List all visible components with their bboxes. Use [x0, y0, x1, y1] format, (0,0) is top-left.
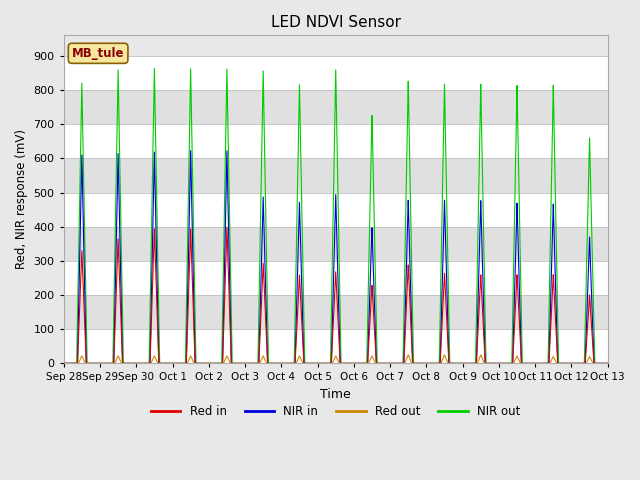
Bar [64, 56, 608, 90]
Bar [64, 36, 608, 56]
Bar [64, 90, 608, 124]
Title: LED NDVI Sensor: LED NDVI Sensor [271, 15, 401, 30]
Bar [64, 329, 608, 363]
Bar [64, 227, 608, 261]
Text: MB_tule: MB_tule [72, 47, 124, 60]
Bar [64, 158, 608, 192]
Bar [64, 295, 608, 329]
Y-axis label: Red, NIR response (mV): Red, NIR response (mV) [15, 129, 28, 269]
Bar [64, 192, 608, 227]
Legend: Red in, NIR in, Red out, NIR out: Red in, NIR in, Red out, NIR out [146, 401, 525, 423]
X-axis label: Time: Time [321, 388, 351, 401]
Bar [64, 124, 608, 158]
Bar [64, 261, 608, 295]
